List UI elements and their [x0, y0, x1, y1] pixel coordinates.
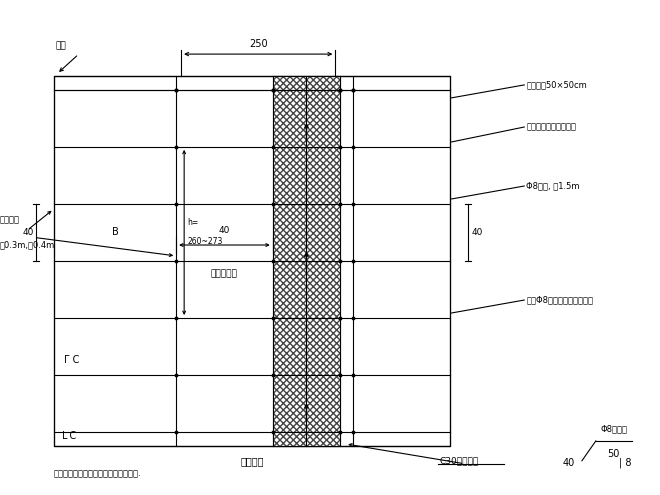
- Text: 40: 40: [563, 458, 575, 468]
- Text: 框架格墙: 框架格墙: [0, 215, 19, 224]
- Bar: [273, 76, 341, 446]
- Text: 一个单元格: 一个单元格: [211, 269, 238, 278]
- Text: 预埋Φ8等构钙筋（拉网用）: 预埋Φ8等构钙筋（拉网用）: [526, 296, 593, 304]
- Text: 40: 40: [218, 226, 230, 235]
- Text: 匷0.3m,剀0.4m: 匷0.3m,剀0.4m: [0, 241, 54, 249]
- Text: 种植草木50×50cm: 种植草木50×50cm: [526, 80, 587, 90]
- Text: Φ8锐筋, 长1.5m: Φ8锐筋, 长1.5m: [526, 182, 579, 191]
- Text: 40: 40: [22, 228, 34, 237]
- Text: 过渡平台: 过渡平台: [240, 456, 263, 466]
- Text: B: B: [112, 227, 118, 238]
- Text: 馔杆: 馔杆: [56, 42, 67, 50]
- Text: C30砰支撑管: C30砰支撑管: [440, 456, 479, 465]
- Text: L C: L C: [62, 431, 76, 441]
- Text: 拉锁丝网及三维网植草: 拉锁丝网及三维网植草: [526, 123, 576, 132]
- Text: h=: h=: [187, 218, 199, 227]
- Text: 260~273: 260~273: [187, 238, 222, 247]
- Text: 小注：图中空白处为拉锁丝网覆盖植草.: 小注：图中空白处为拉锁丝网覆盖植草.: [54, 469, 141, 478]
- Text: 250: 250: [249, 39, 267, 49]
- Bar: [54, 76, 449, 446]
- Text: | 8: | 8: [618, 457, 631, 468]
- Text: 50: 50: [608, 449, 620, 459]
- Text: 40: 40: [471, 228, 483, 237]
- Text: Γ C: Γ C: [64, 355, 79, 365]
- Text: Φ8预埋筋: Φ8预埋筋: [600, 424, 627, 433]
